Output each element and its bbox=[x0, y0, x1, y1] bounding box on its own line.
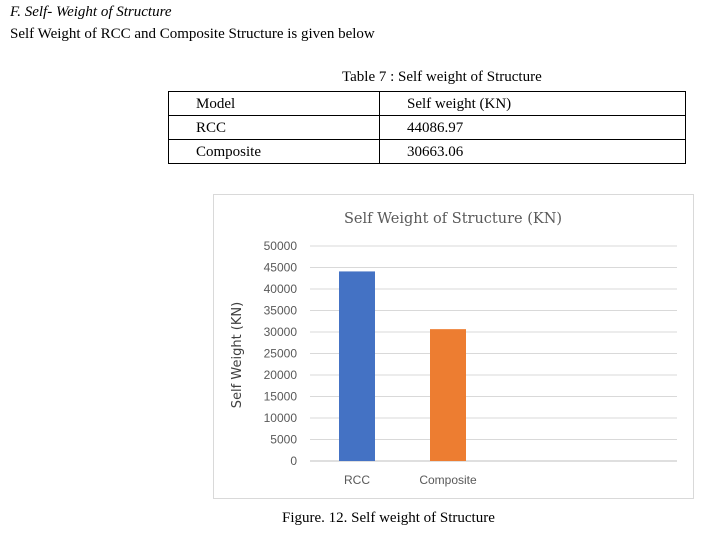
table-header-self-weight: Self weight (KN) bbox=[380, 92, 686, 116]
y-tick-label: 25000 bbox=[264, 347, 298, 361]
y-tick-label: 40000 bbox=[264, 282, 298, 296]
y-tick-label: 20000 bbox=[264, 368, 298, 382]
chart-canvas: Self Weight of Structure (KN) Self Weigh… bbox=[214, 195, 693, 498]
table-cell-model: Composite bbox=[169, 140, 380, 164]
figure-caption: Figure. 12. Self weight of Structure bbox=[282, 510, 495, 527]
table-cell-model: RCC bbox=[169, 116, 380, 140]
y-tick-label: 0 bbox=[290, 454, 297, 468]
table-cell-weight: 30663.06 bbox=[380, 140, 686, 164]
chart-title: Self Weight of Structure (KN) bbox=[344, 211, 562, 227]
bar-chart: Self Weight of Structure (KN) Self Weigh… bbox=[213, 194, 694, 499]
section-heading: F. Self- Weight of Structure bbox=[10, 4, 172, 21]
y-tick-label: 45000 bbox=[264, 261, 298, 275]
self-weight-table: Model Self weight (KN) RCC 44086.97 Comp… bbox=[168, 91, 686, 164]
table-header-model: Model bbox=[169, 92, 380, 116]
y-axis-label: Self Weight (KN) bbox=[230, 302, 245, 408]
table-header-row: Model Self weight (KN) bbox=[169, 92, 686, 116]
table-row: RCC 44086.97 bbox=[169, 116, 686, 140]
bar-rcc bbox=[339, 271, 375, 461]
table-caption: Table 7 : Self weight of Structure bbox=[342, 69, 542, 86]
y-tick-label: 50000 bbox=[264, 239, 298, 253]
y-tick-label: 5000 bbox=[270, 433, 297, 447]
y-tick-label: 10000 bbox=[264, 411, 298, 425]
y-tick-label: 15000 bbox=[264, 390, 298, 404]
x-category-label: Composite bbox=[419, 473, 477, 487]
table-cell-weight: 44086.97 bbox=[380, 116, 686, 140]
intro-paragraph: Self Weight of RCC and Composite Structu… bbox=[10, 26, 375, 43]
x-category-label: RCC bbox=[344, 473, 370, 487]
bar-composite bbox=[430, 329, 466, 461]
y-tick-label: 30000 bbox=[264, 325, 298, 339]
table-row: Composite 30663.06 bbox=[169, 140, 686, 164]
y-tick-label: 35000 bbox=[264, 304, 298, 318]
